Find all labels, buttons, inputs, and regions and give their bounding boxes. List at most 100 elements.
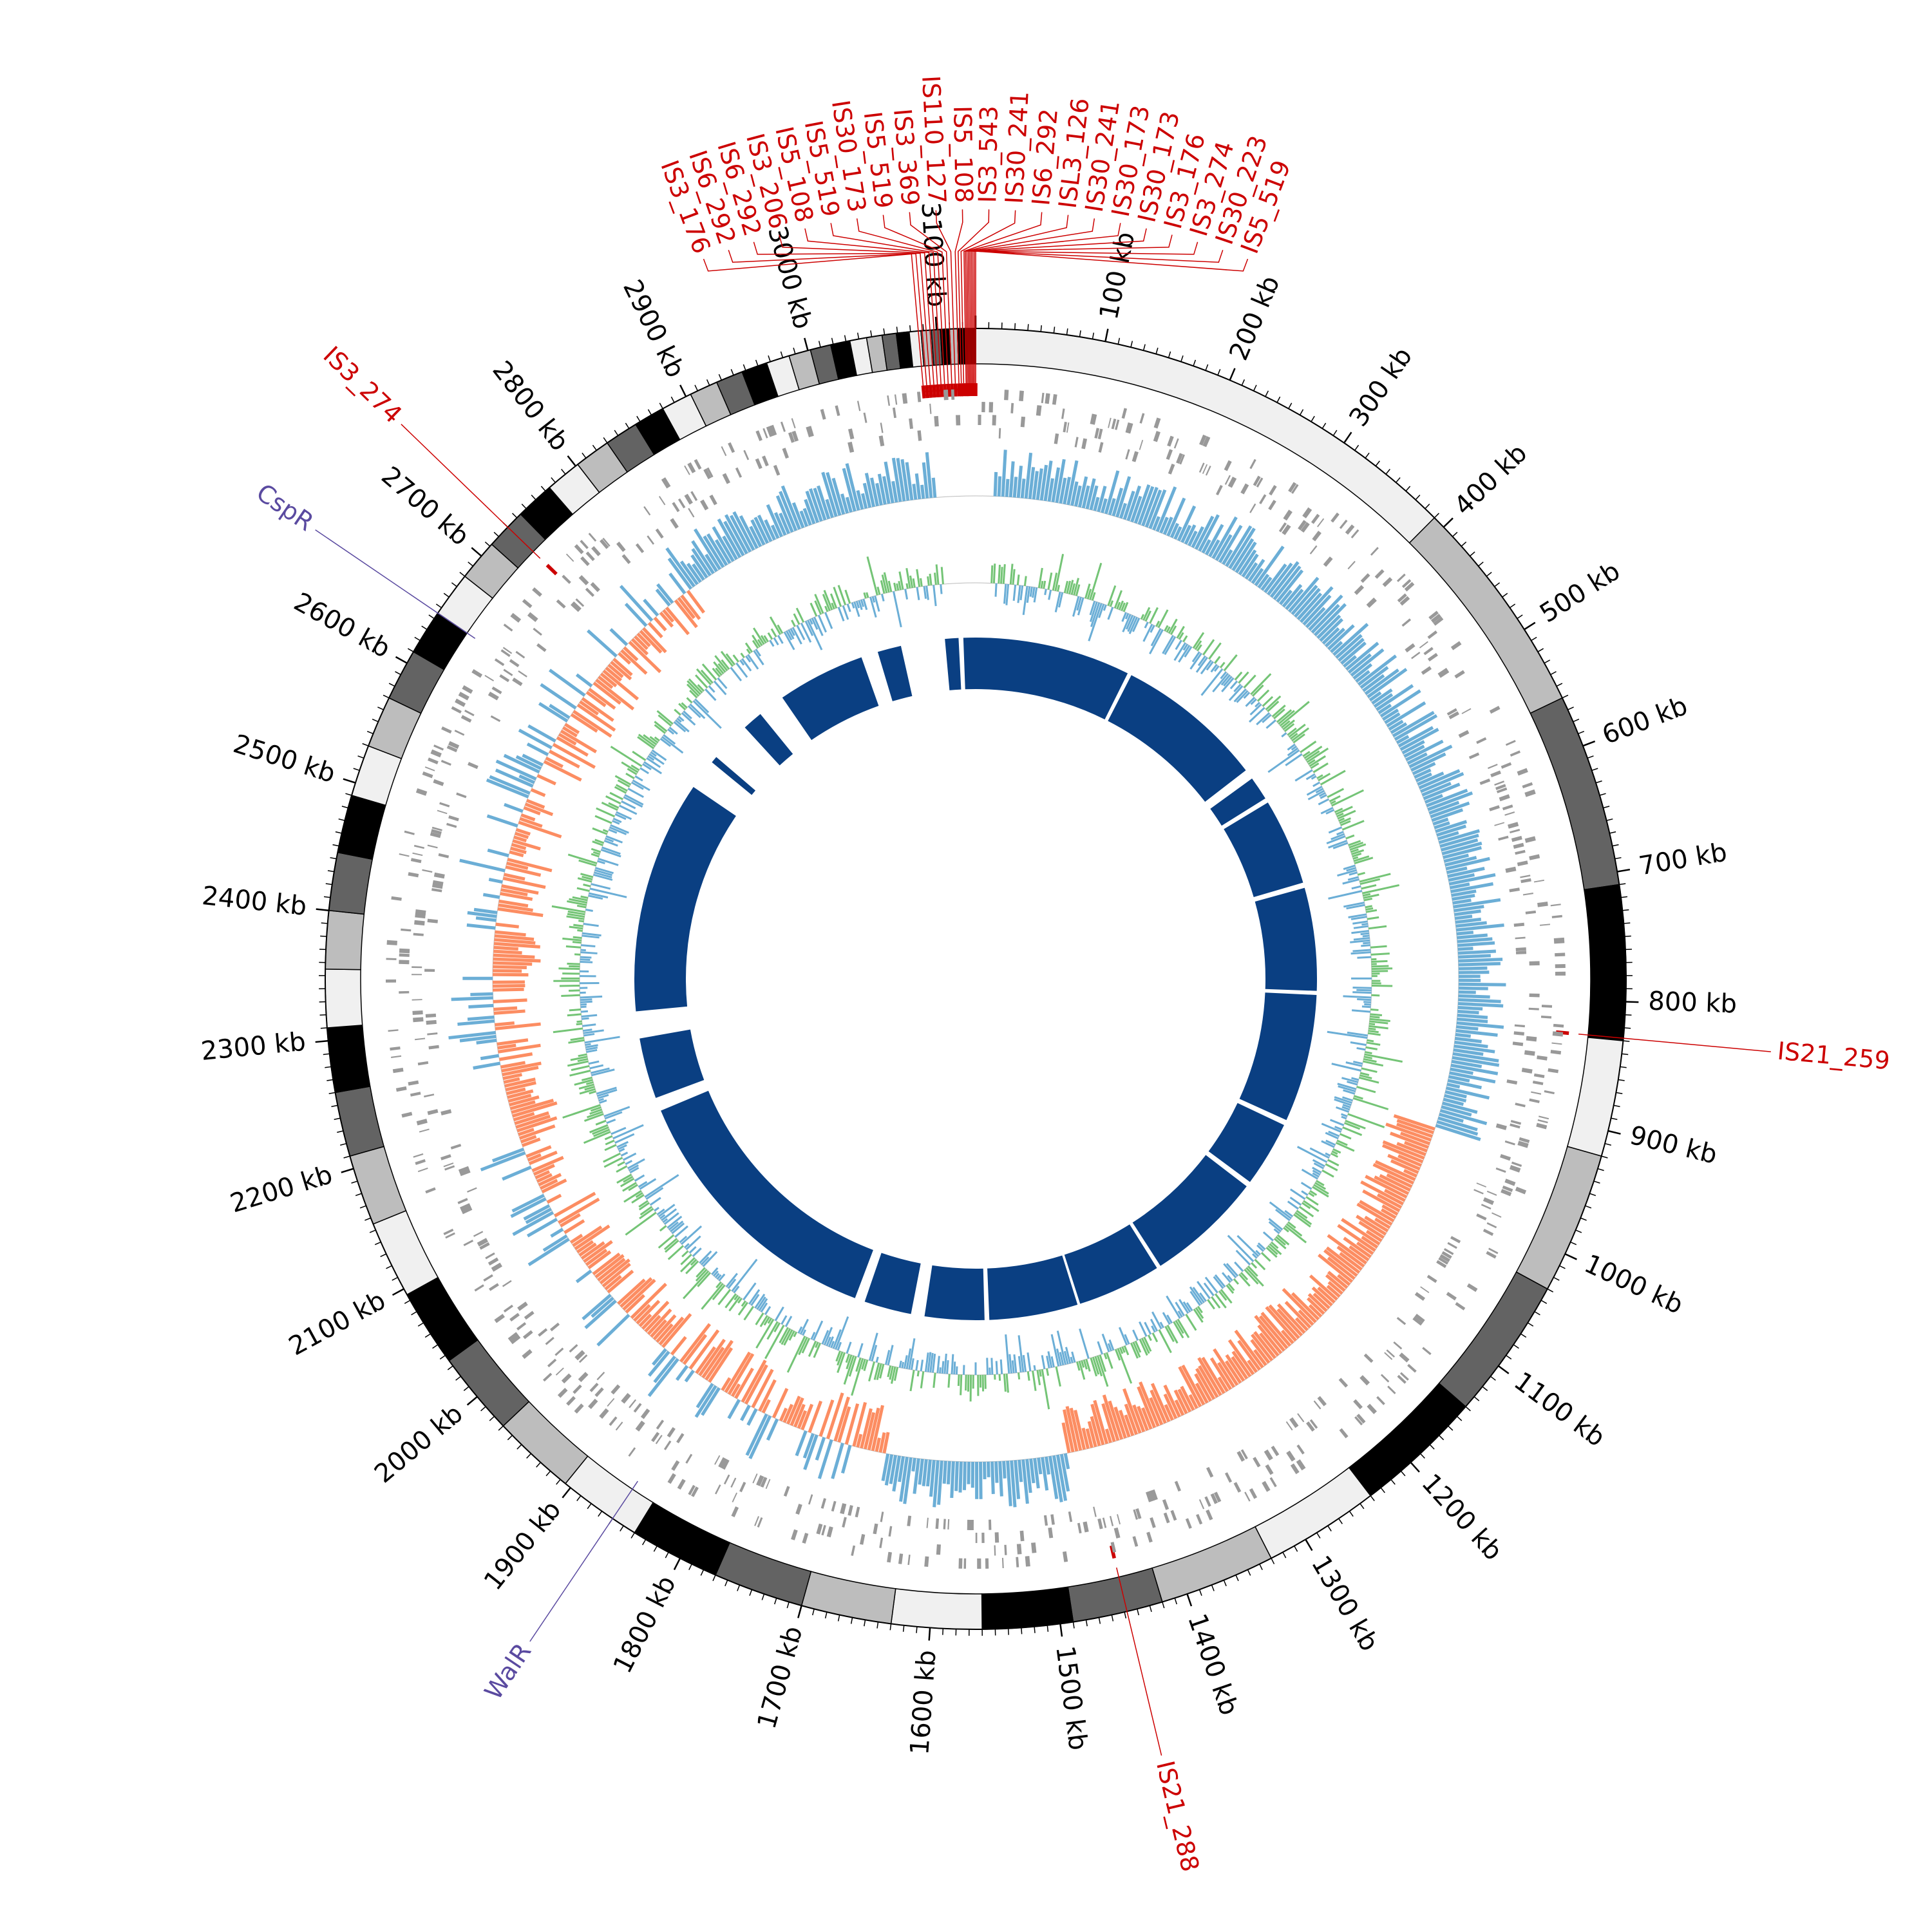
minor-tick xyxy=(447,1365,453,1370)
gene-feature xyxy=(463,1239,474,1247)
gc-content-bar xyxy=(592,840,603,846)
gene-feature xyxy=(1515,1103,1526,1108)
major-tick xyxy=(392,1288,404,1296)
gc-skew-bar xyxy=(1108,498,1116,516)
gene-feature xyxy=(643,506,651,516)
gene-feature xyxy=(721,1459,730,1470)
gene-feature xyxy=(1428,611,1439,620)
gc-content-bar xyxy=(584,1036,620,1044)
gc-skew-bar xyxy=(1437,1116,1478,1132)
gc-content-bar xyxy=(955,1366,958,1375)
gc-content-bar xyxy=(1046,1356,1050,1368)
gene-feature xyxy=(756,1475,764,1486)
gc-content-bar xyxy=(1310,762,1320,770)
gc-content-bar xyxy=(1301,1168,1318,1180)
gene-feature xyxy=(542,1372,553,1382)
gene-feature xyxy=(621,1393,631,1404)
gc-skew-bar xyxy=(837,1406,851,1443)
gene-feature xyxy=(1167,435,1174,447)
gc-content-bar xyxy=(1005,583,1010,605)
gc-content-bar xyxy=(581,1076,592,1081)
gc-skew-bar xyxy=(1090,1403,1105,1446)
gc-skew-bar xyxy=(1163,1384,1181,1418)
gc-content-bar xyxy=(791,627,802,645)
gene-feature xyxy=(573,1384,582,1394)
gc-content-bar xyxy=(1352,991,1372,994)
gc-content-bar xyxy=(591,1068,615,1077)
gc-skew-bar xyxy=(570,713,598,733)
gc-content-bar xyxy=(817,614,827,633)
genome-band xyxy=(325,909,365,971)
gene-feature xyxy=(791,430,799,442)
gc-skew-bar xyxy=(1237,1340,1261,1371)
gc-content-bar xyxy=(1359,878,1381,886)
gc-skew-bar xyxy=(515,755,542,770)
gc-content-bar xyxy=(1265,1247,1278,1258)
gc-content-bar xyxy=(1331,1152,1339,1158)
gc-content-bar xyxy=(876,586,881,595)
gc-content-bar xyxy=(1185,1314,1197,1331)
gc-content-bar xyxy=(614,786,627,794)
minor-tick xyxy=(459,572,466,577)
tick-label: 1800 kb xyxy=(608,1571,682,1678)
tick-label: 1100 kb xyxy=(1508,1367,1610,1453)
gc-content-bar xyxy=(1144,621,1149,629)
gene-feature xyxy=(454,730,465,736)
gc-content-bar xyxy=(1012,584,1017,601)
gc-skew-bar xyxy=(1439,833,1479,848)
gc-content-bar xyxy=(654,736,660,742)
gene-feature xyxy=(935,1518,940,1530)
gc-skew-bar xyxy=(1446,1083,1461,1089)
gc-content-bar xyxy=(1357,998,1372,1001)
gene-feature xyxy=(989,1519,992,1530)
minor-tick xyxy=(323,896,331,898)
minor-tick xyxy=(1517,614,1523,620)
gene-feature xyxy=(1133,1509,1139,1520)
gc-content-bar xyxy=(1144,610,1151,622)
gc-skew-bar xyxy=(1070,481,1079,506)
gene-feature xyxy=(887,1551,893,1563)
gc-content-bar xyxy=(678,715,685,722)
gc-content-bar xyxy=(915,1359,919,1371)
gc-content-bar xyxy=(581,1010,589,1013)
gene-feature xyxy=(994,1545,996,1556)
gc-skew-bar xyxy=(1457,1001,1504,1008)
gc-content-bar xyxy=(769,616,781,635)
gene-feature xyxy=(580,556,590,566)
gc-skew-bar xyxy=(652,1314,677,1341)
gene-feature xyxy=(565,553,574,562)
gene-feature xyxy=(386,979,397,983)
gc-content-bar xyxy=(1318,772,1331,782)
gc-content-bar xyxy=(1170,625,1177,635)
gc-content-bar xyxy=(871,596,876,603)
minor-tick xyxy=(1380,1487,1385,1493)
gc-content-bar xyxy=(631,1194,645,1204)
gc-skew-bar xyxy=(817,485,831,520)
minor-tick xyxy=(556,1479,561,1485)
gc-skew-bar xyxy=(495,922,519,929)
gc-content-bar xyxy=(1256,712,1270,726)
gc-skew-bar xyxy=(513,1112,535,1122)
gene-feature xyxy=(1401,579,1412,589)
gene-feature xyxy=(430,831,441,838)
gc-content-bar xyxy=(1318,798,1329,806)
gc-content-bar xyxy=(639,767,649,775)
gene-feature xyxy=(1536,1122,1548,1130)
gc-skew-bar xyxy=(509,1100,536,1110)
gc-skew-bar xyxy=(527,724,556,743)
gene-feature xyxy=(427,918,439,923)
gc-content-bar xyxy=(643,734,658,746)
gc-skew-bar xyxy=(1218,524,1243,564)
gc-content-bar xyxy=(733,1285,740,1294)
gc-skew-bar xyxy=(734,1367,754,1399)
gene-feature xyxy=(1147,1490,1155,1502)
gc-skew-bar xyxy=(962,1461,967,1490)
gene-feature xyxy=(507,1332,518,1341)
gc-skew-bar xyxy=(572,1225,603,1247)
gene-feature xyxy=(433,872,445,879)
gc-skew-bar xyxy=(500,891,533,901)
gc-skew-bar xyxy=(1213,1348,1239,1386)
gene-feature xyxy=(1173,438,1179,449)
gene-feature xyxy=(1544,1090,1555,1095)
gc-skew-bar xyxy=(667,557,692,590)
